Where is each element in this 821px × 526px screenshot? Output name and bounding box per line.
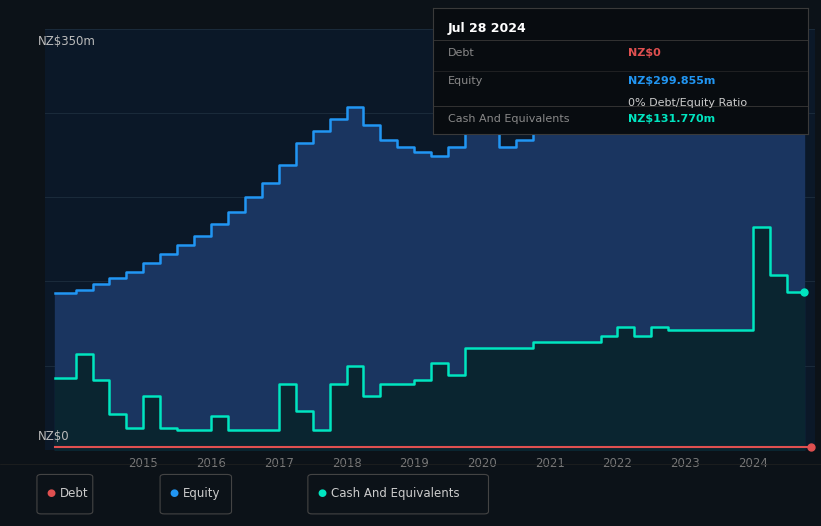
Text: Debt: Debt bbox=[60, 487, 89, 500]
Text: ●: ● bbox=[318, 488, 326, 499]
Text: NZ$131.770m: NZ$131.770m bbox=[628, 114, 715, 124]
Text: NZ$0: NZ$0 bbox=[628, 48, 661, 58]
Text: Equity: Equity bbox=[183, 487, 221, 500]
Text: ●: ● bbox=[170, 488, 178, 499]
Text: NZ$299.855m: NZ$299.855m bbox=[628, 76, 715, 86]
Text: Equity: Equity bbox=[447, 76, 483, 86]
Text: Cash And Equivalents: Cash And Equivalents bbox=[447, 114, 569, 124]
Text: NZ$0: NZ$0 bbox=[38, 430, 69, 443]
Text: Debt: Debt bbox=[447, 48, 475, 58]
Text: Cash And Equivalents: Cash And Equivalents bbox=[331, 487, 460, 500]
Text: Jul 28 2024: Jul 28 2024 bbox=[447, 22, 526, 35]
Text: NZ$350m: NZ$350m bbox=[38, 35, 95, 48]
Text: ●: ● bbox=[47, 488, 55, 499]
Text: 0% Debt/Equity Ratio: 0% Debt/Equity Ratio bbox=[628, 97, 747, 107]
